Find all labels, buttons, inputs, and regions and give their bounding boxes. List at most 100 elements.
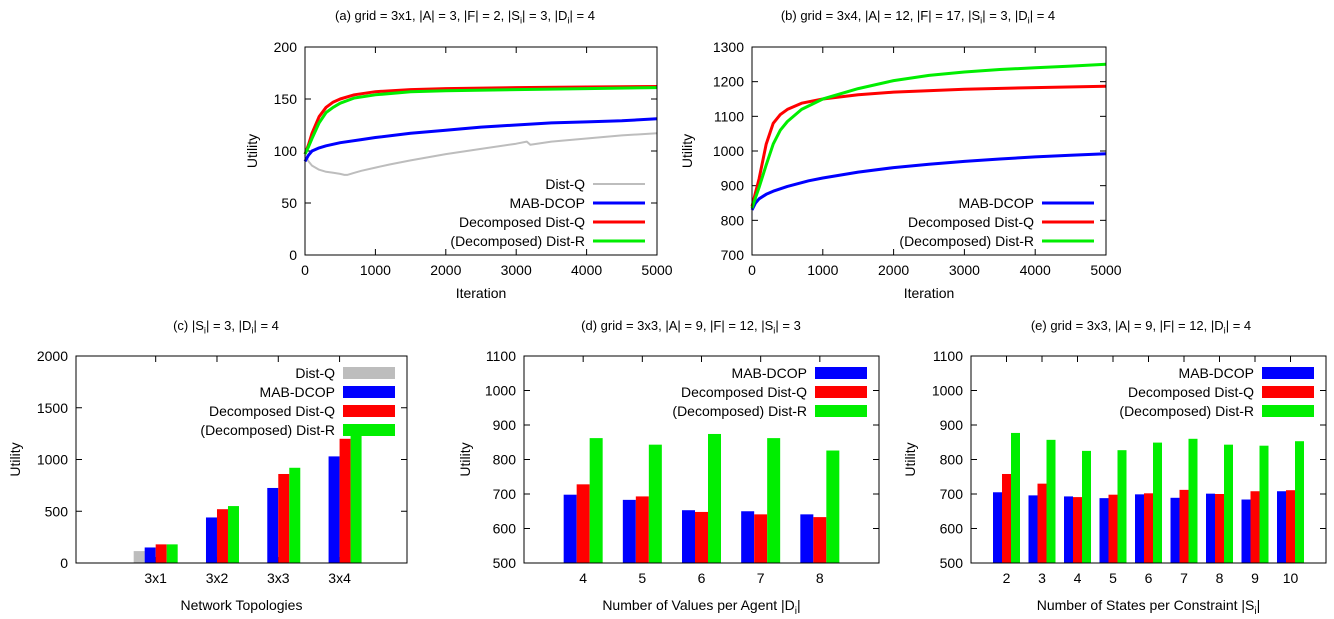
x-axis-label: Number of States per Constraint |Si| [1037,597,1261,617]
series-line [303,117,658,163]
bar [1144,493,1153,563]
legend-label: MAB-DCOP [1179,365,1254,381]
bar [155,544,167,563]
bar [1259,445,1269,563]
legend-label: MAB-DCOP [510,195,585,211]
x-tick-label: 6 [1145,570,1153,586]
y-axis-label: Utility [244,134,260,168]
x-tick-label: 3x3 [267,570,290,586]
y-tick-label: 0 [60,555,68,571]
y-tick-label: 1100 [714,108,744,124]
bar [767,438,781,563]
legend: MAB-DCOP Decomposed Dist-Q (Decomposed) Di… [899,195,1094,249]
x-tick-label: 1000 [807,262,838,278]
chart-c: (c) |Si| = 3, |Di| = 4 0 500 1000 1500 2000 Ut… [7,318,408,613]
y-tick-label: 1200 [713,74,744,90]
bar [166,544,178,563]
legend-label: Decomposed Dist-Q [908,214,1034,230]
y-tick-label: 700 [493,486,517,502]
x-tick-label: 4 [1074,570,1082,586]
legend: MAB-DCOP Decomposed Dist-Q (Decomposed) Di… [672,365,867,419]
x-tick-label: 5000 [1090,262,1121,278]
y-tick-label: 1100 [933,348,963,364]
x-tick-label: 4000 [571,262,602,278]
series-line [304,132,658,176]
y-tick-label: 500 [940,555,964,571]
series-line [750,152,1107,211]
y-tick-label: 600 [493,521,517,537]
bar [1117,450,1127,563]
bar [708,433,721,563]
x-tick-label: 9 [1251,570,1259,586]
legend: MAB-DCOP Decomposed Dist-Q (Decomposed) Di… [1119,365,1314,419]
legend: Dist-Q MAB-DCOP Decomposed Dist-Q (Decompos… [200,365,395,438]
legend-label: (Decomposed) Dist-R [1119,403,1254,419]
y-tick-label: 50 [281,195,297,211]
x-axis-label: Network Topologies [181,597,303,613]
x-tick-label: 0 [301,262,309,278]
plot-frame [523,355,880,564]
chart-title: (b) grid = 3x4, |A| = 12, |F| = 17, |Si|… [781,8,1055,26]
y-tick-label: 700 [940,486,964,502]
y-tick-label: 0 [289,247,297,263]
bar [328,456,340,563]
y-tick-label: 1000 [713,143,744,159]
bar [1206,493,1215,563]
y-tick-label: 900 [493,417,517,433]
bar [622,499,636,563]
chart-d: (d) grid = 3x3, |A| = 9, |F| = 12, |Si| … [457,318,880,617]
bar [1108,494,1118,563]
bar [267,487,279,563]
bar [1250,491,1260,563]
legend-label: Decomposed Dist-Q [459,214,585,230]
bar [205,517,217,563]
bar [1286,490,1295,563]
y-axis-label: Utility [7,442,23,476]
bar [1153,442,1162,563]
legend-swatch [343,405,395,417]
bar [1224,444,1233,563]
y-tick-label: 1100 [486,348,516,364]
x-tick-label: 3x4 [328,570,351,586]
chart-title: (a) grid = 3x1, |A| = 3, |F| = 2, |Si| =… [335,8,595,26]
x-tick-label: 5 [638,570,646,586]
chart-a: (a) grid = 3x1, |A| = 3, |F| = 2, |Si| =… [244,8,673,301]
bar [1215,494,1224,563]
y-tick-label: 700 [721,247,745,263]
bar [695,511,708,563]
y-tick-label: 600 [940,521,964,537]
bar [289,467,301,563]
legend-label: Decomposed Dist-Q [681,384,807,400]
bar [1011,432,1020,563]
y-tick-label: 150 [274,91,298,107]
bar [1188,438,1198,563]
chart-title: (e) grid = 3x3, |A| = 9, |F| = 12, |Di| … [1031,318,1251,336]
legend-label: (Decomposed) Dist-R [200,422,335,438]
bar [1170,497,1180,563]
y-axis-label: Utility [457,442,473,476]
series-line [303,85,658,155]
bar [350,430,362,563]
legend-swatch [343,424,395,436]
bar [1046,439,1056,563]
x-tick-label: 0 [748,262,756,278]
series-line [750,62,1107,209]
y-axis-label: Utility [679,134,695,168]
y-tick-label: 900 [940,417,964,433]
bar [563,494,577,563]
plot-frame [75,355,408,564]
y-tick-label: 800 [493,452,517,468]
y-axis-label: Utility [902,442,918,476]
legend-label: MAB-DCOP [959,195,1034,211]
bar [1277,491,1286,563]
bar [144,547,156,563]
bar [1028,495,1038,563]
legend: Dist-Q MAB-DCOP Decomposed Dist-Q (Decompos… [450,176,645,249]
plot-frame [751,46,1107,256]
legend-swatch [815,386,867,398]
x-tick-label: 7 [757,570,765,586]
legend-swatch [343,367,395,379]
bar [741,511,755,563]
legend-swatch [1262,367,1314,379]
bar [1135,494,1144,563]
